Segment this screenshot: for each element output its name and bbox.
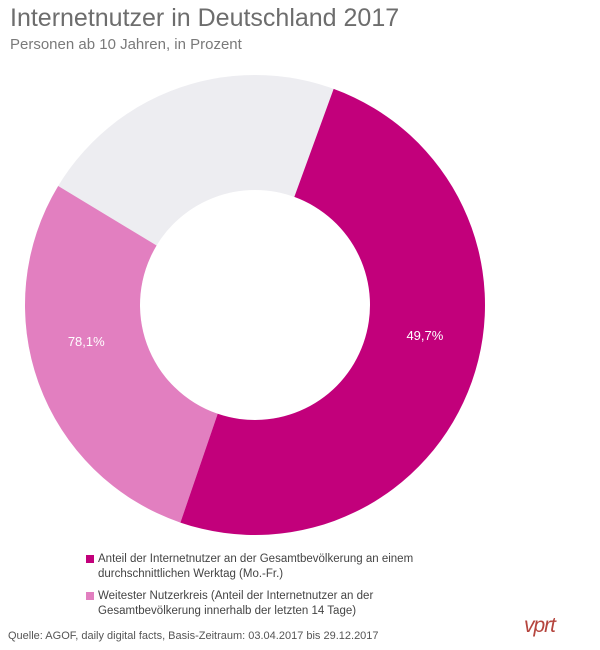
legend-swatch-werktag (86, 555, 94, 563)
donut-slice-werktag (180, 88, 485, 535)
legend-label-nutzerkreis-line2: Gesamtbevölkerung innerhalb der letzten … (98, 605, 357, 617)
donut-chart: 49,7% 78,1% (25, 75, 485, 535)
chart-subtitle: Personen ab 10 Jahren, in Prozent (10, 36, 242, 53)
chart-title: Internetnutzer in Deutschland 2017 (10, 4, 400, 32)
legend-item-werktag: Anteil der Internetnutzer an der Gesamtb… (86, 552, 526, 582)
legend-label-werktag-line2: durchschnittlichen Werktag (Mo.-Fr.) (98, 568, 284, 580)
donut-slice-nutzerkreis (25, 185, 218, 523)
source-note: Quelle: AGOF, daily digital facts, Basis… (8, 630, 379, 642)
label-werktag: 49,7% (406, 328, 443, 343)
vprt-logo: vprt (524, 614, 558, 637)
legend: Anteil der Internetnutzer an der Gesamtb… (86, 552, 526, 626)
legend-item-nutzerkreis: Weitester Nutzerkreis (Anteil der Intern… (86, 589, 526, 619)
legend-label-nutzerkreis-line1: Weitester Nutzerkreis (Anteil der Intern… (98, 590, 374, 602)
vprt-logo-text: vprt (524, 614, 557, 637)
label-nutzerkreis: 78,1% (68, 334, 105, 349)
legend-label-werktag-line1: Anteil der Internetnutzer an der Gesamtb… (98, 553, 414, 565)
legend-swatch-nutzerkreis (86, 592, 94, 600)
